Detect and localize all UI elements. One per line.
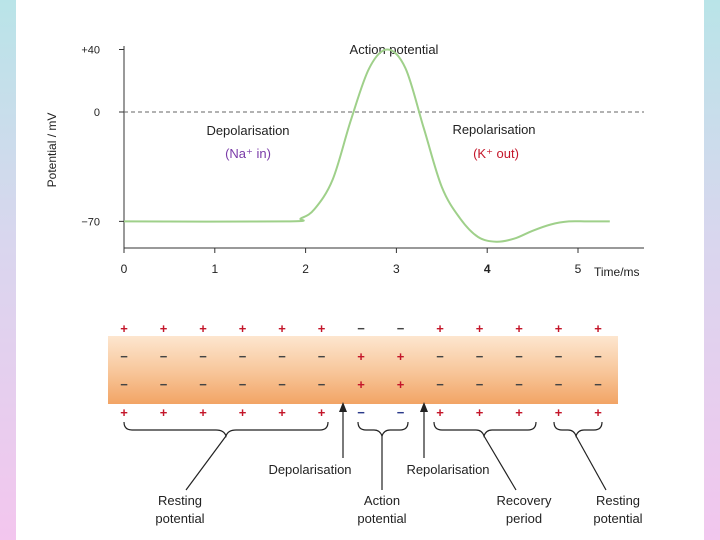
minus-charge: − [318,349,326,364]
plus-charge: + [199,321,207,336]
action-label-1: Action [364,493,400,508]
plus-charge: + [318,321,326,336]
plus-charge: + [278,321,286,336]
minus-charge: − [397,321,405,336]
pointer-lines [185,406,607,491]
minus-charge: − [318,377,326,392]
resting-left-pointer [185,435,227,491]
recovery-pointer [483,435,517,491]
plus-charge: + [436,405,444,420]
repolarisation-point-label: Repolarisation [406,462,489,477]
minus-charge: − [160,377,168,392]
minus-charge: − [199,377,207,392]
x-tick-label: 3 [393,262,400,276]
x-tick-label: 1 [211,262,218,276]
depolarisation-arrow-head [339,402,347,412]
minus-charge: − [278,377,286,392]
plus-charge: + [436,321,444,336]
na-in-label: (Na⁺ in) [225,146,271,161]
slide: Action potential +40 0 −70 0 1 2 3 4 5 Potentia… [16,0,704,540]
plus-charge: + [476,321,484,336]
x-ticks: 0 1 2 3 4 5 [121,248,582,276]
x-tick-label: 2 [302,262,309,276]
minus-charge: − [239,349,247,364]
resting-right-label-2: potential [593,511,642,526]
plus-charge: + [397,349,405,364]
axon-membrane-band [108,336,618,404]
resting-left-label-2: potential [155,511,204,526]
minus-charge: − [555,349,563,364]
repolarisation-label: Repolarisation [452,122,535,137]
y-tick-label: −70 [81,216,100,228]
minus-charge: − [555,377,563,392]
x-axis-label: Time/ms [594,265,640,279]
y-tick-label: +40 [81,45,100,57]
y-tick-label: 0 [94,107,100,119]
plus-charge: + [120,321,128,336]
plus-charge: + [318,405,326,420]
resting-right-label-1: Resting [596,493,640,508]
recovery-label-2: period [506,511,542,526]
plus-charge: + [515,321,523,336]
minus-charge: − [594,377,602,392]
region-braces [123,421,603,438]
y-axis-label: Potential / mV [45,113,59,188]
plus-charge: + [555,321,563,336]
plus-charge: + [160,405,168,420]
minus-charge: − [515,349,523,364]
minus-charge: − [357,405,365,420]
minus-charge: − [476,349,484,364]
action-potential-figure: Action potential +40 0 −70 0 1 2 3 4 5 Potentia… [45,42,644,526]
plus-charge: + [515,405,523,420]
action-potential-line [123,48,610,243]
plus-charge: + [397,377,405,392]
minus-charge: − [515,377,523,392]
minus-charge: − [436,377,444,392]
plus-charge: + [239,321,247,336]
plus-charge: + [594,405,602,420]
plus-charge: + [199,405,207,420]
minus-charge: − [199,349,207,364]
y-ticks: +40 0 −70 [81,45,124,228]
repolarisation-arrow-head [420,402,428,412]
plus-charge: + [239,405,247,420]
x-tick-label: 4 [484,262,491,276]
plus-charge: + [278,405,286,420]
minus-charge: − [160,349,168,364]
minus-charge: − [278,349,286,364]
charge-grid: + − − + + − − + + − − + + − − + + − − + + − − + − + + − − + + − + − − + + − − +… [120,321,602,420]
resting-left-brace [123,421,329,438]
x-tick-label: 5 [575,262,582,276]
plus-charge: + [160,321,168,336]
plus-charge: + [476,405,484,420]
plus-charge: + [120,405,128,420]
plus-charge: + [357,377,365,392]
plus-charge: + [594,321,602,336]
potential-chart: Action potential +40 0 −70 0 1 2 3 4 5 Potentia… [45,42,644,279]
minus-charge: − [357,321,365,336]
k-out-label: (K⁺ out) [473,146,519,161]
chart-title: Action potential [350,42,439,57]
x-tick-label: 0 [121,262,128,276]
minus-charge: − [120,377,128,392]
depolarisation-label: Depolarisation [206,123,289,138]
plus-charge: + [555,405,563,420]
minus-charge: − [397,405,405,420]
resting-right-brace [553,421,603,438]
action-label-2: potential [357,511,406,526]
minus-charge: − [594,349,602,364]
action-brace [357,421,409,438]
minus-charge: − [436,349,444,364]
minus-charge: − [239,377,247,392]
recovery-brace [433,421,537,438]
recovery-label-1: Recovery [497,493,552,508]
minus-charge: − [476,377,484,392]
plus-charge: + [357,349,365,364]
axon-diagram: + − − + + − − + + − − + + − − + + − − + + − − + − + + − − + + − + − − + + − − +… [108,321,643,526]
resting-right-pointer [575,435,607,491]
resting-left-label-1: Resting [158,493,202,508]
depolarisation-point-label: Depolarisation [268,462,351,477]
minus-charge: − [120,349,128,364]
